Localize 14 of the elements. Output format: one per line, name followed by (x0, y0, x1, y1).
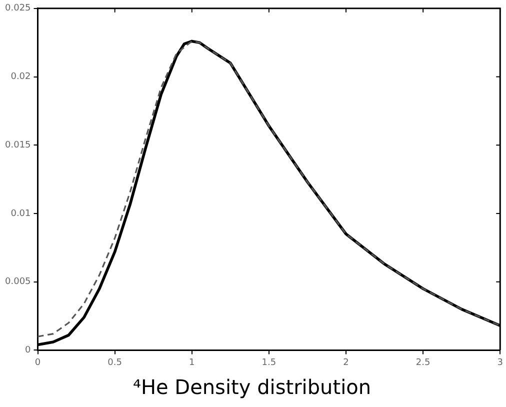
x-tick-label: 0.5 (108, 358, 122, 368)
y-tick-label: 0 (25, 346, 32, 356)
y-tick-label: 0.02 (10, 72, 31, 82)
y-tick-label: 0.015 (5, 140, 31, 150)
x-tick-label: 0 (34, 358, 41, 368)
x-tick-label: 1.5 (262, 358, 276, 368)
y-tick-label: 0.01 (10, 208, 31, 219)
y-tick-label: 0.025 (5, 4, 31, 14)
y-tick-label: 0.005 (5, 277, 31, 288)
text: ⁴He Density distribution (132, 375, 372, 400)
x-tick-label: 1 (189, 358, 195, 368)
x-tick-label: 2 (343, 358, 349, 368)
x-tick-label: 2.5 (416, 358, 430, 368)
x-tick-label: 3 (497, 358, 504, 368)
